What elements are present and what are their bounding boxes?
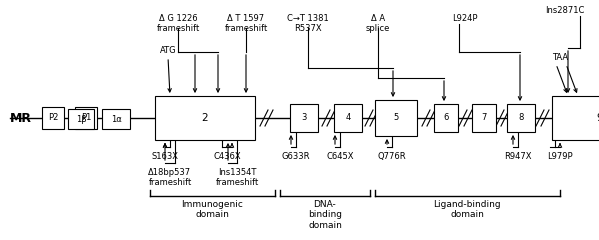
Text: Ins1354T
frameshift: Ins1354T frameshift [216,168,259,187]
Text: Immunogenic
domain: Immunogenic domain [181,200,243,219]
Text: L924P: L924P [452,14,477,23]
Text: Ins2871C: Ins2871C [545,6,585,15]
Bar [472,104,496,132]
Text: 8: 8 [518,114,524,122]
Bar [552,96,599,140]
Text: 6: 6 [443,114,449,122]
Text: Ligand-binding
domain: Ligand-binding domain [433,200,501,219]
Text: P2: P2 [48,114,58,122]
Bar [155,96,255,140]
Text: DNA-
binding
domain: DNA- binding domain [308,200,342,230]
Bar [334,104,362,132]
Bar [434,104,458,132]
Text: Δ A
splice: Δ A splice [366,14,390,33]
Text: P1: P1 [81,114,91,122]
Text: MR: MR [10,112,32,125]
Text: C436X: C436X [213,152,241,161]
Text: 4: 4 [346,114,350,122]
Text: Δ T 1597
frameshift: Δ T 1597 frameshift [225,14,268,33]
Text: C645X: C645X [326,152,354,161]
Text: G633R: G633R [282,152,310,161]
Text: 3: 3 [301,114,307,122]
Bar [68,109,94,129]
Text: ATG: ATG [160,46,176,55]
Text: Q776R: Q776R [378,152,406,161]
Bar [42,107,64,129]
Text: TAA: TAA [552,53,568,62]
Text: 1α: 1α [111,114,122,124]
Text: S163X: S163X [152,152,179,161]
Bar [507,104,535,132]
Bar [375,100,417,136]
Text: 9: 9 [597,113,599,123]
Text: Δ G 1226
frameshift: Δ G 1226 frameshift [156,14,199,33]
Text: R947X: R947X [504,152,532,161]
Bar [102,109,130,129]
Text: L979P: L979P [547,152,573,161]
Text: C→T 1381
R537X: C→T 1381 R537X [287,14,329,33]
Text: 1β: 1β [75,114,86,124]
Bar [290,104,318,132]
Text: 7: 7 [482,114,486,122]
Text: 5: 5 [394,114,398,122]
Text: Δ18bp537
frameshift: Δ18bp537 frameshift [149,168,192,187]
Bar [75,107,97,129]
Text: 2: 2 [202,113,208,123]
